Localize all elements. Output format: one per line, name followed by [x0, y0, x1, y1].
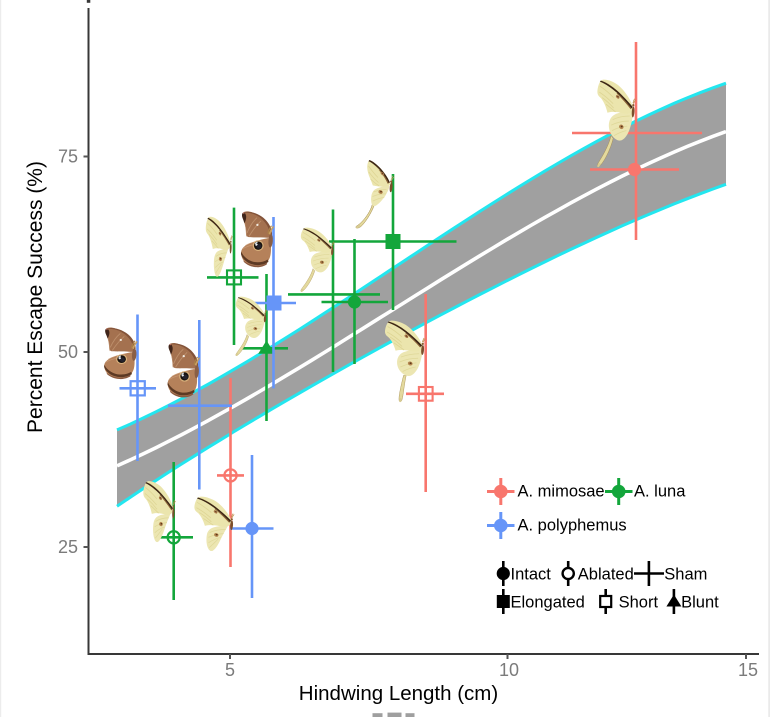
- svg-text:A. mimosae: A. mimosae: [518, 483, 605, 501]
- svg-text:Hindwing Length (cm): Hindwing Length (cm): [299, 682, 498, 705]
- svg-text:Blunt: Blunt: [681, 594, 719, 612]
- svg-text:Elongated: Elongated: [511, 594, 585, 612]
- svg-text:5: 5: [225, 660, 235, 680]
- svg-text:15: 15: [738, 660, 758, 680]
- svg-text:Sham: Sham: [664, 566, 707, 584]
- svg-text:Ablated: Ablated: [578, 566, 634, 584]
- svg-text:A. luna: A. luna: [634, 483, 686, 501]
- svg-text:50: 50: [58, 342, 78, 362]
- svg-text:Intact: Intact: [511, 566, 552, 584]
- svg-text:75: 75: [58, 147, 78, 167]
- svg-text:A. polyphemus: A. polyphemus: [518, 517, 627, 535]
- svg-text:25: 25: [58, 537, 78, 557]
- svg-text:Percent Escape Success (%): Percent Escape Success (%): [24, 161, 47, 433]
- svg-text:10: 10: [499, 660, 519, 680]
- svg-text:Short: Short: [619, 594, 659, 612]
